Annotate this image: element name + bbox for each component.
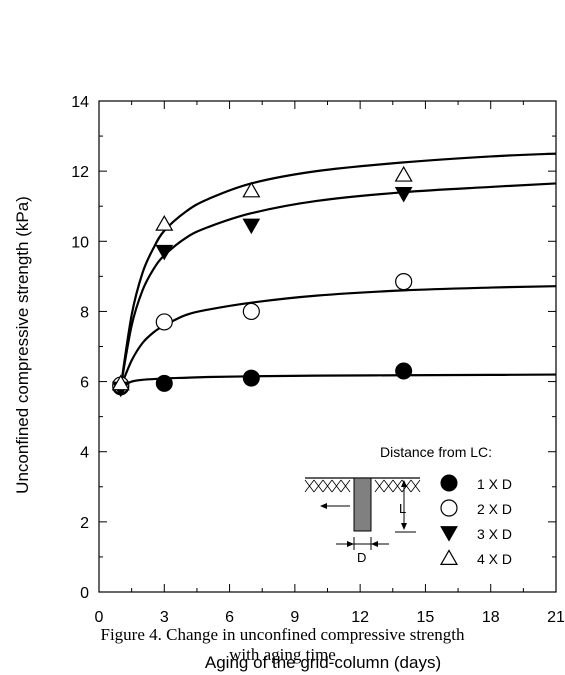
x-tick-label: 6 [225, 609, 234, 626]
legend-marker [440, 526, 458, 542]
x-tick-label: 15 [417, 609, 435, 626]
data-point [111, 374, 130, 391]
soil-hatch [374, 479, 385, 493]
data-point [242, 218, 261, 235]
soil-hatch [392, 479, 403, 493]
x-tick-label: 21 [547, 609, 565, 626]
data-point [242, 181, 261, 198]
y-tick-label: 2 [80, 515, 89, 532]
soil-hatch [304, 479, 315, 493]
grid-column [353, 477, 372, 532]
y-tick-label: 12 [71, 164, 89, 181]
x-tick-label: 9 [290, 609, 299, 626]
width-arrow-right [371, 541, 378, 547]
fit-curves [119, 152, 557, 388]
y-axis-label: Unconfined compressive strength (kPa) [13, 196, 32, 494]
legend-marker [440, 474, 458, 492]
data-point [242, 369, 260, 387]
legend-marker [440, 499, 458, 517]
y-tick-label: 4 [80, 445, 89, 462]
legend-label: 1 X D [477, 476, 512, 492]
soil-hatch [331, 479, 342, 493]
data-point [155, 313, 173, 331]
y-tick-label: 14 [71, 94, 89, 111]
legend-title: Distance from LC: [380, 444, 492, 460]
legend-label: 2 X D [477, 501, 512, 517]
plot-frame [98, 100, 557, 593]
data-point [155, 244, 174, 261]
data-point [394, 187, 413, 203]
y-tick-label: 6 [80, 375, 89, 392]
width-arrow-left [347, 541, 354, 547]
data-point [155, 214, 174, 231]
fit-curve [120, 373, 557, 388]
data-points [111, 165, 413, 398]
data-point [155, 374, 173, 392]
legend: Distance from LC:1 X D2 X D3 X D4 X DLD [304, 444, 512, 567]
distance-arrow-head [320, 503, 327, 509]
column-schematic: LD [304, 477, 421, 565]
soil-hatch [340, 479, 351, 493]
fit-curve [119, 152, 557, 387]
x-tick-label: 12 [351, 609, 369, 626]
y-tick-label: 0 [80, 585, 89, 602]
ticks: 0 2 4 6 8 10 12 14 0 3 6 9 12 15 18 21 [71, 94, 565, 626]
x-axis-label: Aging of the grid-column (days) [205, 653, 441, 672]
x-tick-label: 0 [95, 609, 104, 626]
fit-curve [119, 182, 557, 388]
y-tick-label: 10 [71, 234, 89, 251]
x-tick-label: 18 [482, 609, 500, 626]
soil-hatch [313, 479, 324, 493]
data-point [395, 362, 413, 380]
x-tick-label: 3 [160, 609, 169, 626]
data-point [242, 302, 260, 321]
figure-caption-line-2: with aging time [229, 645, 336, 664]
legend-label: 4 X D [477, 551, 512, 567]
y-tick-label: 8 [80, 304, 89, 321]
legend-label: 3 X D [477, 526, 512, 542]
soil-hatch [322, 479, 333, 493]
depth-arrow-bottom [401, 523, 407, 530]
depth-arrow-top [401, 480, 407, 487]
data-point [395, 273, 413, 291]
data-point [394, 165, 413, 182]
soil-hatch [383, 479, 394, 493]
soil-hatch [410, 479, 421, 493]
axes [98, 100, 557, 593]
figure-caption-line-1: Figure 4. Change in unconfined compressi… [100, 625, 465, 644]
width-label: D [357, 550, 366, 565]
depth-label: L [399, 501, 406, 516]
legend-marker [439, 549, 459, 566]
fit-curve [119, 285, 557, 388]
